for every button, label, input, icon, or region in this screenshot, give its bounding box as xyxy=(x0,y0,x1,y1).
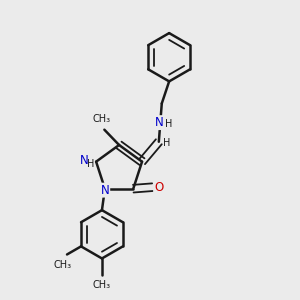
Text: N: N xyxy=(100,184,109,196)
Text: CH₃: CH₃ xyxy=(92,114,110,124)
Text: H: H xyxy=(165,119,172,129)
Text: H: H xyxy=(164,138,171,148)
Text: H: H xyxy=(86,159,94,169)
Text: O: O xyxy=(154,181,164,194)
Text: CH₃: CH₃ xyxy=(53,260,72,270)
Text: N: N xyxy=(154,116,163,129)
Text: N: N xyxy=(80,154,88,167)
Text: CH₃: CH₃ xyxy=(93,280,111,290)
